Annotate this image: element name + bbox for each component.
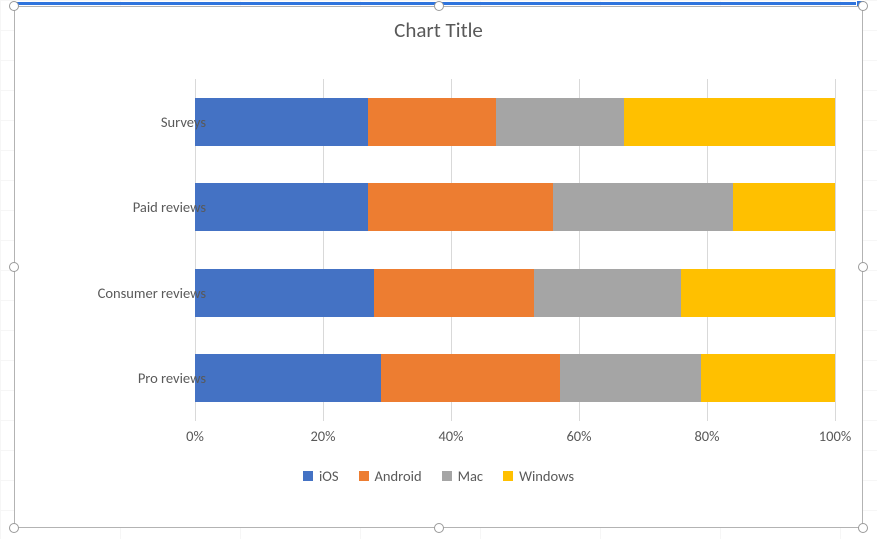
chart-title[interactable]: Chart Title [15, 7, 862, 43]
legend-label: Android [375, 467, 422, 485]
legend-item-ios[interactable]: iOS [303, 467, 339, 485]
resize-handle[interactable] [9, 1, 19, 11]
x-tick-label: 80% [694, 427, 719, 445]
x-tick-label: 100% [819, 427, 851, 445]
resize-handle[interactable] [434, 523, 444, 533]
gridline [835, 79, 836, 421]
stacked-bar[interactable] [195, 183, 835, 231]
category-slot [195, 165, 835, 251]
y-tick-label: Surveys [46, 113, 206, 131]
bar-segment-android[interactable] [381, 354, 560, 402]
legend-swatch [503, 471, 513, 481]
resize-handle[interactable] [858, 262, 868, 272]
resize-handle[interactable] [434, 1, 444, 11]
legend[interactable]: iOS Android Mac Windows [15, 467, 862, 485]
bar-segment-mac[interactable] [560, 354, 701, 402]
y-tick-label: Consumer reviews [46, 284, 206, 302]
bar-segment-ios[interactable] [195, 354, 381, 402]
legend-item-mac[interactable]: Mac [442, 467, 483, 485]
legend-label: iOS [319, 467, 339, 485]
x-tick-label: 20% [310, 427, 335, 445]
plot-area[interactable] [195, 79, 835, 421]
legend-label: Mac [458, 467, 483, 485]
category-slot [195, 79, 835, 165]
legend-item-android[interactable]: Android [359, 467, 422, 485]
y-tick-label: Pro reviews [46, 369, 206, 387]
category-slot [195, 336, 835, 422]
stacked-bar[interactable] [195, 98, 835, 146]
stacked-bar[interactable] [195, 354, 835, 402]
bar-segment-mac[interactable] [534, 269, 681, 317]
bar-segment-mac[interactable] [496, 98, 624, 146]
bar-segment-android[interactable] [374, 269, 534, 317]
bar-segment-android[interactable] [368, 183, 554, 231]
bar-segment-android[interactable] [368, 98, 496, 146]
legend-swatch [303, 471, 313, 481]
bar-segment-windows[interactable] [624, 98, 835, 146]
y-tick-label: Paid reviews [46, 198, 206, 216]
resize-handle[interactable] [858, 523, 868, 533]
chart-object[interactable]: Chart Title 0% 20% 40% 60% 80% 100% iOS Androi… [14, 6, 863, 528]
bar-segment-ios[interactable] [195, 98, 368, 146]
resize-handle[interactable] [9, 262, 19, 272]
stacked-bar[interactable] [195, 269, 835, 317]
bar-segment-windows[interactable] [681, 269, 835, 317]
legend-swatch [359, 471, 369, 481]
worksheet-canvas: Chart Title 0% 20% 40% 60% 80% 100% iOS Androi… [0, 0, 877, 539]
bar-segment-ios[interactable] [195, 183, 368, 231]
category-slot [195, 250, 835, 336]
bar-segment-ios[interactable] [195, 269, 374, 317]
resize-handle[interactable] [9, 523, 19, 533]
bar-segment-mac[interactable] [553, 183, 732, 231]
bar-segment-windows[interactable] [701, 354, 835, 402]
x-tick-label: 40% [438, 427, 463, 445]
x-tick-label: 60% [566, 427, 591, 445]
legend-label: Windows [519, 467, 574, 485]
x-axis: 0%20%40%60%80%100% [195, 427, 835, 447]
legend-item-windows[interactable]: Windows [503, 467, 574, 485]
bar-segment-windows[interactable] [733, 183, 835, 231]
x-tick-label: 0% [186, 427, 204, 445]
resize-handle[interactable] [858, 1, 868, 11]
legend-swatch [442, 471, 452, 481]
